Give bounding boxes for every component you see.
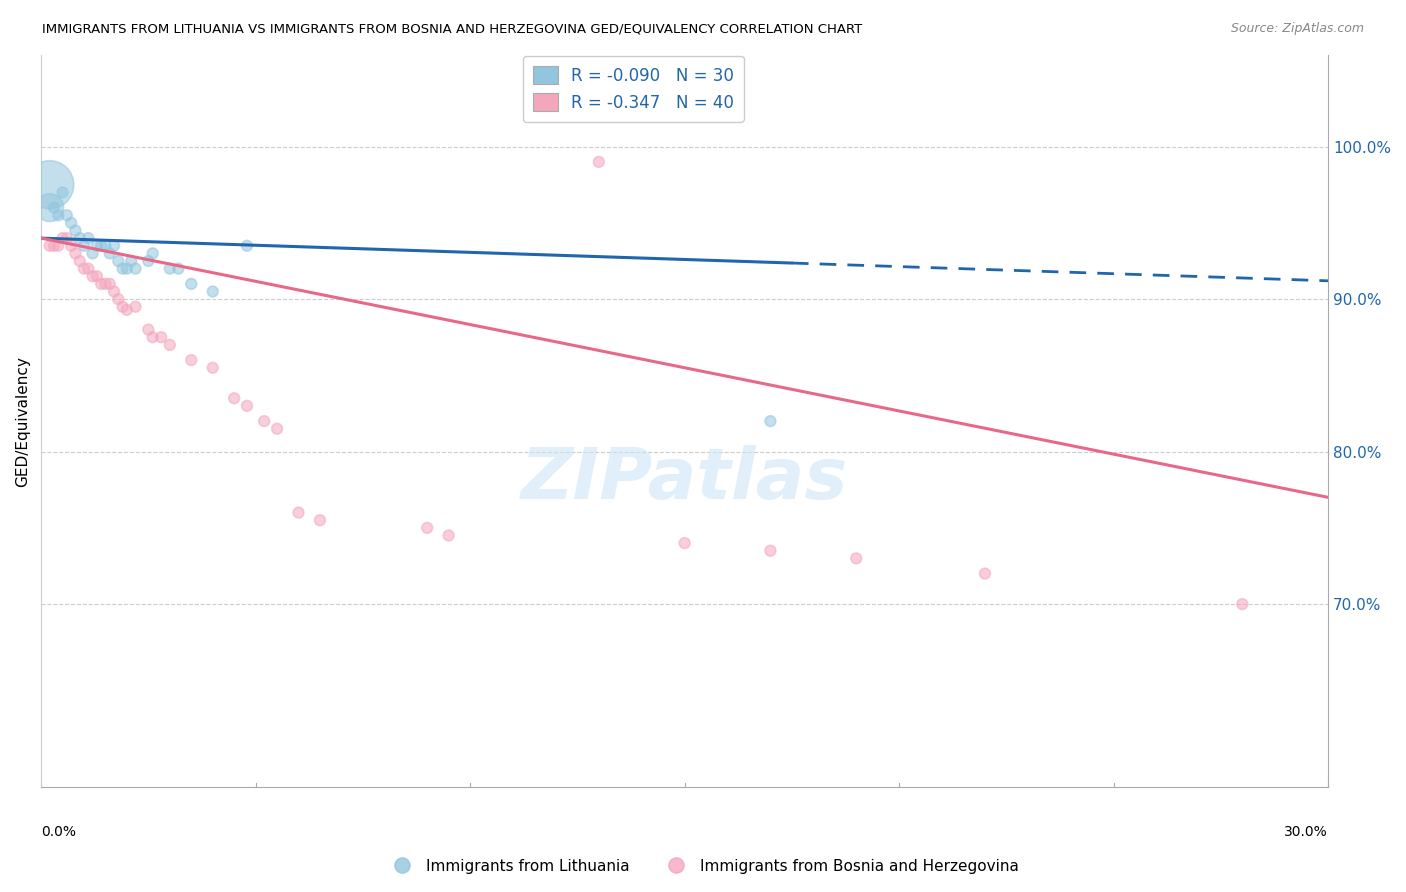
Point — [90, 277, 112, 291]
Point — [201, 360, 224, 375]
Point — [46, 208, 69, 222]
Point — [42, 239, 65, 253]
Point — [138, 323, 160, 337]
Point — [94, 277, 117, 291]
Text: IMMIGRANTS FROM LITHUANIA VS IMMIGRANTS FROM BOSNIA AND HERZEGOVINA GED/EQUIVALE: IMMIGRANTS FROM LITHUANIA VS IMMIGRANTS … — [42, 22, 862, 36]
Point — [77, 261, 100, 276]
Legend: R = -0.090   N = 30, R = -0.347   N = 40: R = -0.090 N = 30, R = -0.347 N = 40 — [523, 56, 744, 122]
Legend: Immigrants from Lithuania, Immigrants from Bosnia and Herzegovina: Immigrants from Lithuania, Immigrants fr… — [381, 853, 1025, 880]
Point — [437, 528, 460, 542]
Point — [845, 551, 868, 566]
Point — [236, 239, 259, 253]
Point — [142, 246, 165, 260]
Text: 30.0%: 30.0% — [1285, 825, 1329, 839]
Point — [56, 208, 79, 222]
Point — [103, 239, 125, 253]
Point — [90, 239, 112, 253]
Point — [120, 254, 142, 268]
Point — [201, 285, 224, 299]
Point — [111, 300, 134, 314]
Point — [974, 566, 997, 581]
Point — [124, 300, 146, 314]
Point — [115, 302, 138, 317]
Point — [98, 277, 121, 291]
Point — [69, 231, 91, 245]
Point — [56, 231, 79, 245]
Point — [107, 292, 129, 306]
Point — [103, 285, 125, 299]
Point — [180, 353, 202, 368]
Point — [159, 338, 181, 352]
Point — [588, 154, 610, 169]
Point — [60, 239, 83, 253]
Point — [107, 254, 129, 268]
Point — [38, 239, 60, 253]
Point — [42, 201, 65, 215]
Point — [759, 414, 782, 428]
Point — [46, 239, 69, 253]
Point — [416, 521, 439, 535]
Point — [69, 254, 91, 268]
Point — [82, 246, 104, 260]
Point — [266, 422, 288, 436]
Point — [51, 186, 73, 200]
Point — [253, 414, 276, 428]
Point — [82, 269, 104, 284]
Point — [142, 330, 165, 344]
Y-axis label: GED/Equivalency: GED/Equivalency — [15, 356, 30, 486]
Point — [236, 399, 259, 413]
Text: 0.0%: 0.0% — [41, 825, 76, 839]
Point — [167, 261, 190, 276]
Point — [65, 246, 87, 260]
Point — [180, 277, 202, 291]
Point — [60, 216, 83, 230]
Point — [673, 536, 696, 550]
Point — [115, 261, 138, 276]
Point — [86, 269, 108, 284]
Text: ZIPatlas: ZIPatlas — [522, 445, 848, 514]
Point — [38, 178, 60, 192]
Point — [159, 261, 181, 276]
Point — [138, 254, 160, 268]
Text: Source: ZipAtlas.com: Source: ZipAtlas.com — [1230, 22, 1364, 36]
Point — [759, 543, 782, 558]
Point — [111, 261, 134, 276]
Point — [77, 231, 100, 245]
Point — [287, 506, 309, 520]
Point — [73, 261, 96, 276]
Point — [1232, 597, 1254, 611]
Point — [150, 330, 173, 344]
Point — [51, 231, 73, 245]
Point — [73, 239, 96, 253]
Point — [309, 513, 332, 527]
Point — [124, 261, 146, 276]
Point — [224, 391, 246, 405]
Point — [86, 239, 108, 253]
Point — [98, 246, 121, 260]
Point — [65, 223, 87, 237]
Point — [38, 201, 60, 215]
Point — [94, 239, 117, 253]
